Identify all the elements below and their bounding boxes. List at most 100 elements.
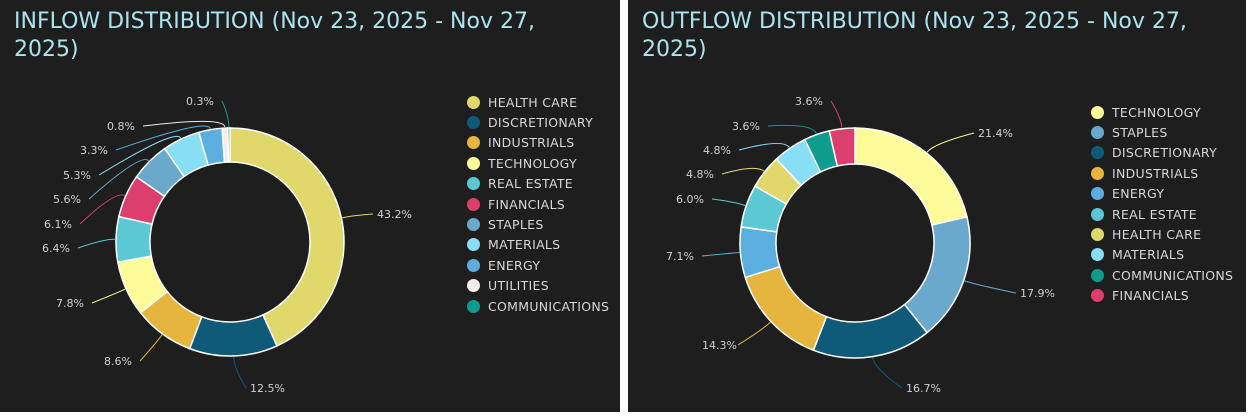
legend-item[interactable]: ENERGY (467, 255, 609, 275)
legend-item[interactable]: STAPLES (1091, 122, 1233, 142)
legend-label: INDUSTRIALS (488, 135, 575, 151)
legend-marker-icon (1091, 166, 1104, 180)
legend-label: STAPLES (488, 217, 544, 233)
data-label: 6.0% (676, 193, 704, 206)
legend-marker-icon (467, 238, 480, 252)
legend-item[interactable]: MATERIALS (1091, 245, 1233, 265)
legend-label: HEALTH CARE (1112, 227, 1202, 243)
legend: TECHNOLOGY STAPLES DISCRETIONARY INDUSTRIAL… (1091, 102, 1233, 306)
legend-item[interactable]: COMMUNICATIONS (1091, 265, 1233, 285)
legend-marker-icon (1091, 228, 1104, 242)
legend-item[interactable]: MATERIALS (467, 235, 609, 255)
data-label: 5.3% (63, 169, 91, 182)
legend-item[interactable]: DISCRETIONARY (1091, 143, 1233, 163)
legend-item[interactable]: TECHNOLOGY (1091, 102, 1233, 122)
legend-item[interactable]: REAL ESTATE (1091, 204, 1233, 224)
data-label: 14.3% (702, 339, 737, 352)
leader-line (738, 143, 790, 151)
data-label: 3.6% (795, 95, 823, 108)
legend-marker-icon (1091, 289, 1104, 303)
legend-marker-icon (467, 258, 480, 272)
data-label: 8.6% (104, 355, 132, 368)
legend-item[interactable]: HEALTH CARE (467, 92, 609, 112)
leader-line (721, 167, 765, 175)
slice-staples[interactable] (903, 216, 971, 334)
data-label: 5.6% (53, 193, 81, 206)
legend-item[interactable]: COMMUNICATIONS (467, 296, 609, 316)
data-label: 4.8% (686, 168, 714, 181)
legend-label: HEALTH CARE (488, 94, 578, 110)
data-label: 43.2% (377, 208, 412, 221)
inflow-panel: INFLOW DISTRIBUTION (Nov 23, 2025 - Nov … (0, 0, 620, 412)
leader-line (77, 238, 116, 249)
legend-marker-icon (1091, 207, 1104, 221)
legend-label: STAPLES (1112, 125, 1168, 141)
legend-marker-icon (1091, 126, 1104, 140)
legend-label: COMMUNICATIONS (1112, 267, 1234, 283)
data-label: 3.3% (80, 144, 108, 157)
legend-item[interactable]: UTILITIES (467, 276, 609, 296)
legend-marker-icon (467, 218, 480, 232)
legend-item[interactable]: STAPLES (467, 214, 609, 234)
data-label: 7.1% (666, 250, 694, 263)
outflow-panel: OUTFLOW DISTRIBUTION (Nov 23, 2025 - Nov… (628, 0, 1246, 412)
legend-item[interactable]: REAL ESTATE (467, 174, 609, 194)
legend-item[interactable]: FINANCIALS (1091, 286, 1233, 306)
leader-line (711, 198, 746, 206)
legend-label: DISCRETIONARY (1112, 145, 1218, 161)
slice-discretionary[interactable] (812, 303, 929, 359)
data-label: 12.5% (250, 382, 285, 395)
leader-line (701, 251, 740, 257)
leader-line (872, 357, 903, 389)
legend-label: MATERIALS (488, 237, 561, 253)
legend-label: TECHNOLOGY (1112, 104, 1201, 120)
legend-marker-icon (1091, 105, 1104, 119)
legend-item[interactable]: HEALTH CARE (1091, 224, 1233, 244)
legend: HEALTH CARE DISCRETIONARY INDUSTRIALS TECHN… (467, 92, 609, 316)
legend-marker-icon (467, 177, 480, 191)
leader-line (767, 124, 817, 134)
legend-label: DISCRETIONARY (488, 115, 594, 131)
data-label: 17.9% (1020, 287, 1055, 300)
legend-item[interactable]: TECHNOLOGY (467, 153, 609, 173)
legend-label: ENERGY (1112, 186, 1165, 202)
leader-line (964, 280, 1017, 294)
slice-discretionary[interactable] (188, 313, 278, 357)
legend-marker-icon (467, 95, 480, 109)
legend-marker-icon (1091, 187, 1104, 201)
legend-label: UTILITIES (488, 278, 549, 294)
legend-item[interactable]: INDUSTRIALS (1091, 163, 1233, 183)
legend-item[interactable]: ENERGY (1091, 184, 1233, 204)
data-label: 7.8% (56, 297, 84, 310)
legend-label: REAL ESTATE (488, 176, 573, 192)
leader-line (233, 356, 247, 389)
chart-title: INFLOW DISTRIBUTION (Nov 23, 2025 - Nov … (14, 9, 535, 62)
leader-line (98, 135, 182, 176)
legend-item[interactable]: INDUSTRIALS (467, 133, 609, 153)
data-label: 0.8% (107, 120, 135, 133)
leader-line (91, 288, 126, 304)
leader-line (737, 321, 771, 346)
chart-title: OUTFLOW DISTRIBUTION (Nov 23, 2025 - Nov… (642, 9, 1187, 62)
donut-chart: 43.2% 12.5% 8.6% 7.8% 6.4% 6.1% 5.6% 5.3% 3.3% 0.… (42, 95, 412, 395)
slice-industrials[interactable] (744, 265, 828, 352)
legend-label: FINANCIALS (488, 196, 565, 212)
data-label: 6.4% (42, 242, 70, 255)
slice-technology[interactable] (854, 127, 968, 226)
legend-label: FINANCIALS (1112, 288, 1189, 304)
slice-health-care[interactable] (229, 127, 345, 347)
legend-marker-icon (467, 156, 480, 170)
data-label: 16.7% (906, 382, 941, 395)
leader-line (139, 334, 163, 362)
legend-label: TECHNOLOGY (488, 155, 577, 171)
data-label: 6.1% (44, 218, 72, 231)
legend-item[interactable]: DISCRETIONARY (467, 112, 609, 132)
data-label: 4.8% (703, 144, 731, 157)
slice-financials[interactable] (828, 127, 856, 167)
leader-line (830, 100, 843, 128)
legend-label: COMMUNICATIONS (488, 298, 610, 314)
legend-item[interactable]: FINANCIALS (467, 194, 609, 214)
slice-communications[interactable] (227, 127, 231, 163)
leader-line (88, 159, 149, 200)
leader-line (342, 213, 374, 219)
